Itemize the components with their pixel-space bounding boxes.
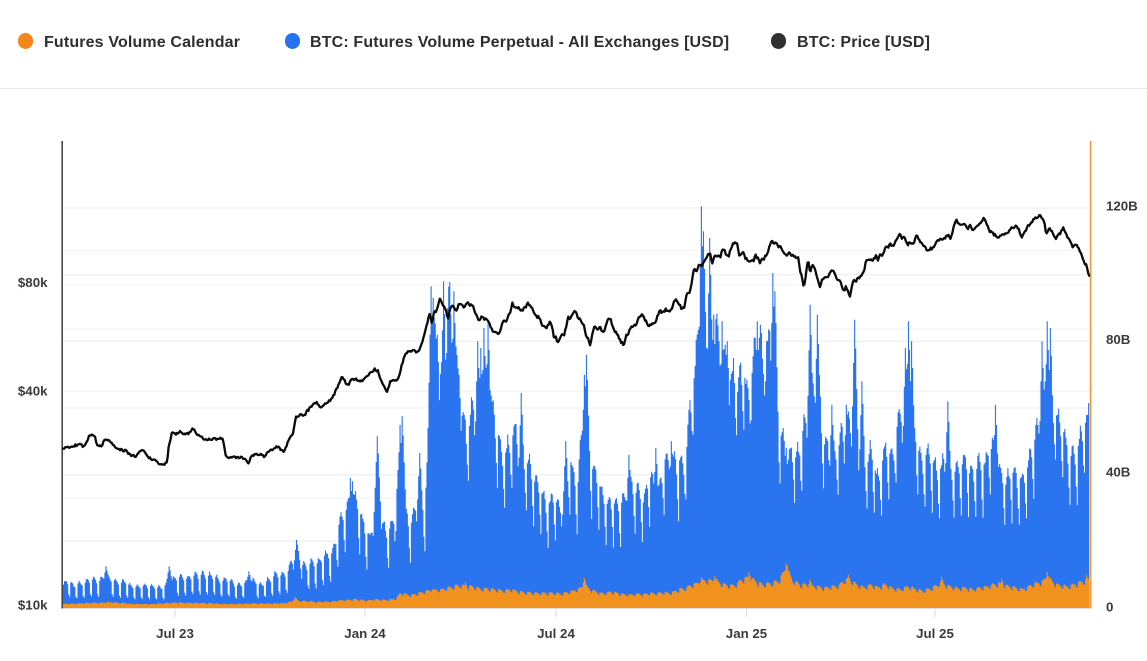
svg-text:Jul 24: Jul 24 bbox=[537, 626, 575, 641]
svg-text:Jul 25: Jul 25 bbox=[916, 626, 954, 641]
svg-text:$40k: $40k bbox=[18, 384, 48, 399]
svg-text:40B: 40B bbox=[1106, 465, 1130, 480]
svg-text:Jan 24: Jan 24 bbox=[344, 626, 386, 641]
svg-text:0: 0 bbox=[1106, 600, 1113, 615]
svg-text:Jul 23: Jul 23 bbox=[156, 626, 194, 641]
svg-text:120B: 120B bbox=[1106, 199, 1138, 214]
svg-text:$10k: $10k bbox=[18, 598, 48, 613]
svg-text:Jan 25: Jan 25 bbox=[726, 626, 768, 641]
svg-text:$80k: $80k bbox=[18, 275, 48, 290]
svg-text:80B: 80B bbox=[1106, 332, 1130, 347]
